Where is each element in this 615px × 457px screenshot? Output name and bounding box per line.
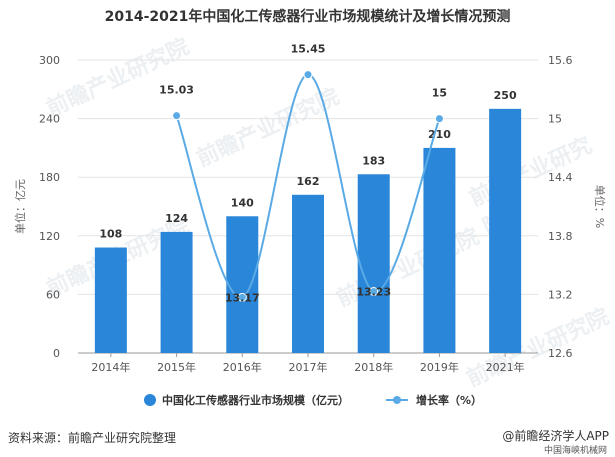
line-value-label: 13.17: [225, 291, 260, 304]
growth-rate-point: [369, 286, 379, 296]
bar-value-label: 124: [165, 212, 188, 225]
x-tick-label: 2021年: [486, 360, 525, 374]
line-value-label: 15.45: [291, 43, 326, 56]
chart-canvas: 0 60 120 180 240 300 12.6 13.2 13.8 14.4 15 15.6 单位：…: [13, 43, 607, 407]
x-tick-label: 2019年: [420, 360, 459, 374]
line-value-label: 15: [432, 87, 447, 100]
y-tick-label: 300: [39, 54, 60, 67]
x-tick-label: 2014年: [91, 360, 130, 374]
y2-tick-label: 12.6: [548, 347, 573, 360]
bar-value-label: 250: [494, 89, 517, 102]
bar: [292, 194, 324, 353]
legend-line-marker: [393, 396, 401, 404]
bar: [160, 231, 193, 353]
line-value-label: 15.03: [159, 84, 194, 97]
legend-bar-swatch: [144, 394, 156, 406]
bar-value-label: 140: [231, 196, 254, 209]
growth-rate-point: [434, 114, 444, 124]
bar-value-label: 108: [99, 228, 122, 241]
bar: [489, 108, 522, 353]
x-tick-label: 2015年: [157, 360, 196, 374]
growth-rate-point: [172, 111, 182, 121]
site-label: 中国海峡机械网: [543, 446, 607, 456]
x-tick-label: 2017年: [289, 360, 328, 374]
line-value-label: 13.23: [356, 285, 391, 298]
y-axis-title: 单位：亿元: [13, 179, 27, 234]
y2-tick-label: 15.6: [548, 54, 573, 67]
y2-tick-label: 15: [548, 113, 562, 126]
y2-tick-label: 13.8: [548, 230, 573, 243]
source-note: 资料来源：前瞻产业研究院整理: [8, 431, 177, 445]
legend-line-label: 增长率（%）: [416, 393, 482, 407]
y-tick-label: 60: [46, 288, 60, 301]
y2-axis-title: 单位：%: [593, 185, 607, 228]
brand-label: @前瞻经济学人APP: [502, 429, 609, 443]
bar-value-label: 183: [362, 154, 385, 167]
y-tick-label: 240: [39, 113, 60, 126]
bar: [94, 247, 127, 353]
y-tick-label: 120: [39, 230, 60, 243]
bar: [226, 216, 259, 353]
bar: [357, 174, 390, 353]
growth-rate-point: [303, 70, 313, 80]
legend-bar-label: 中国化工传感器行业市场规模（亿元）: [162, 393, 349, 407]
bar: [423, 147, 456, 353]
y2-tick-label: 13.2: [548, 288, 573, 301]
y2-tick-label: 14.4: [548, 171, 573, 184]
bar-value-label: 210: [428, 128, 451, 141]
y-tick-label: 180: [39, 171, 60, 184]
growth-rate-point: [237, 292, 247, 302]
x-tick-label: 2018年: [354, 360, 393, 374]
x-tick-label: 2016年: [223, 360, 262, 374]
bar-value-label: 162: [297, 175, 320, 188]
chart-title: 2014-2021年中国化工传感器行业市场规模统计及增长情况预测: [104, 9, 511, 25]
y-tick-label: 0: [53, 347, 60, 360]
